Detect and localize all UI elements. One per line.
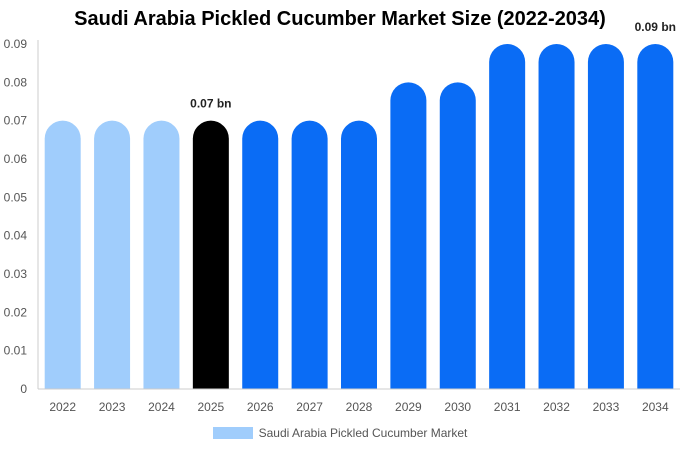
x-tick-label: 2022: [49, 400, 76, 414]
y-tick-label: 0.04: [4, 229, 28, 243]
bar-2034: [637, 44, 674, 389]
bar-2024: [143, 120, 180, 389]
bar-2023: [94, 120, 131, 389]
y-tick-label: 0.01: [4, 344, 28, 358]
y-tick-label: 0.03: [4, 267, 28, 281]
y-axis: 0 0.01 0.02 0.03 0.04 0.05 0.06 0.07 0.08 0.09: [4, 37, 39, 396]
legend: Saudi Arabia Pickled Cucumber Market: [0, 426, 680, 440]
legend-swatch: [212, 427, 253, 439]
bar-2029: [390, 82, 427, 389]
x-tick-label: 2029: [395, 400, 422, 414]
x-tick-label: 2028: [346, 400, 373, 414]
y-tick-label: 0: [20, 382, 27, 396]
x-tick-label: 2034: [642, 400, 669, 414]
data-label: 0.07 bn: [190, 97, 231, 111]
x-tick-label: 2030: [444, 400, 471, 414]
x-tick-label: 2025: [197, 400, 224, 414]
y-tick-label: 0.05: [4, 190, 28, 204]
y-tick-label: 0.08: [4, 75, 28, 89]
y-tick-label: 0.09: [4, 37, 28, 51]
bar-2031: [489, 43, 526, 389]
data-label: 0.09 bn: [635, 20, 676, 34]
x-axis: 2022 2023 2024 2025 2026 2027 2028 2029 2030 2031…: [38, 388, 680, 414]
bar-2030: [439, 82, 476, 389]
x-tick-label: 2024: [148, 400, 175, 414]
x-tick-label: 2031: [494, 400, 521, 414]
bar-2025: [192, 120, 229, 389]
bars: [44, 43, 674, 389]
x-tick-label: 2027: [296, 400, 323, 414]
bar-2033: [587, 44, 624, 389]
bar-2026: [242, 120, 279, 389]
bar-2032: [538, 44, 575, 389]
x-tick-label: 2023: [99, 400, 126, 414]
x-tick-label: 2026: [247, 400, 274, 414]
bar-2022: [44, 120, 81, 389]
bar-2028: [341, 120, 377, 389]
bar-2027: [291, 120, 328, 389]
x-tick-label: 2033: [593, 400, 620, 414]
y-tick-label: 0.06: [4, 152, 28, 166]
data-labels: 0.07 bn 0.09 bn: [190, 20, 676, 111]
x-tick-label: 2032: [543, 400, 570, 414]
y-tick-label: 0.07: [4, 114, 28, 128]
y-tick-label: 0.02: [4, 305, 28, 319]
chart-title: Saudi Arabia Pickled Cucumber Market Siz…: [74, 8, 606, 30]
legend-label: Saudi Arabia Pickled Cucumber Market: [258, 426, 468, 440]
